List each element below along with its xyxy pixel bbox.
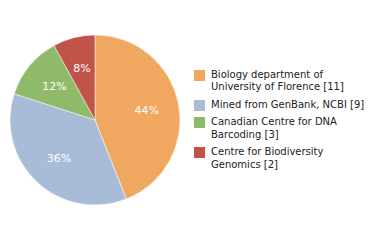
svg-text:36%: 36% bbox=[47, 152, 71, 165]
html-text:Mined from GenBank, NCBI [9]: Mined from GenBank, NCBI [9] bbox=[211, 98, 365, 110]
svg-text:44%: 44% bbox=[135, 104, 159, 117]
html-text:Biology department of Universi: Biology department of University of Flor… bbox=[211, 68, 344, 93]
svg-text:8%: 8% bbox=[73, 62, 90, 75]
html-text:Centre for Biodiversity Genomi: Centre for Biodiversity Genomics [2] bbox=[211, 146, 324, 170]
html-text:Canadian Centre for DNA Barcod: Canadian Centre for DNA Barcoding [3] bbox=[211, 116, 337, 140]
svg-text:12%: 12% bbox=[42, 80, 66, 93]
